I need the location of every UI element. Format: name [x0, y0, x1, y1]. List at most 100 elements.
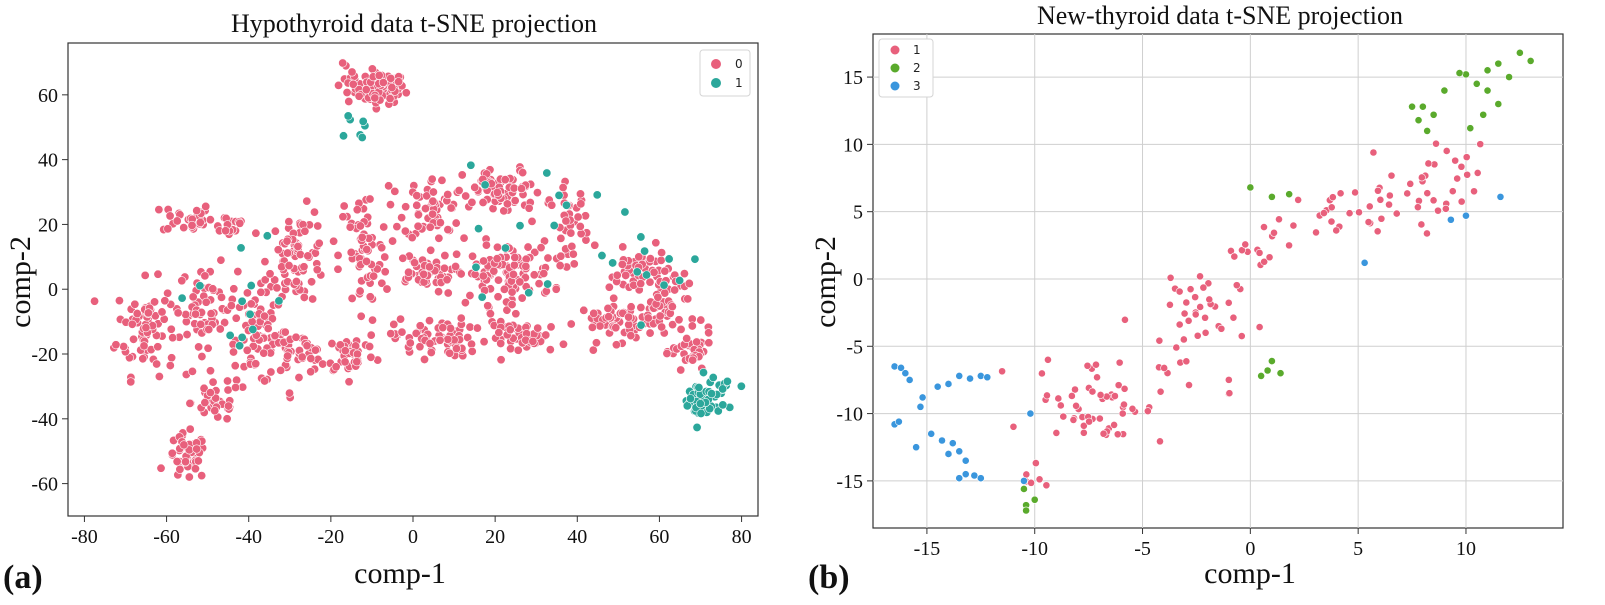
- scatter-point-class-0: [443, 288, 453, 298]
- scatter-point-class-0: [676, 365, 686, 375]
- scatter-point-class-0: [493, 275, 503, 285]
- scatter-point-class-1: [664, 254, 674, 264]
- scatter-point-class-0: [163, 288, 173, 298]
- scatter-point-class-0: [576, 199, 586, 209]
- scatter-point-class-1: [1201, 328, 1210, 337]
- scatter-point-class-0: [668, 320, 678, 330]
- scatter-point-class-1: [195, 281, 205, 291]
- scatter-point-class-0: [704, 338, 714, 348]
- scatter-point-class-2: [1466, 124, 1475, 133]
- scatter-point-class-1: [705, 404, 715, 414]
- scatter-point-class-0: [396, 314, 406, 324]
- scatter-point-class-0: [267, 314, 277, 324]
- scatter-point-class-0: [427, 174, 437, 184]
- scatter-point-class-1: [1172, 343, 1181, 352]
- scatter-point-class-1: [1184, 316, 1193, 325]
- scatter-point-class-0: [368, 315, 378, 325]
- scatter-point-class-2: [1423, 127, 1432, 135]
- x-tick-label: -10: [1021, 538, 1048, 560]
- scatter-point-class-0: [411, 328, 421, 338]
- scatter-point-class-1: [636, 320, 646, 330]
- scatter-point-class-1: [1095, 414, 1104, 423]
- scatter-point-class-2: [1462, 70, 1470, 79]
- scatter-point-class-0: [291, 332, 301, 342]
- scatter-point-class-0: [521, 261, 531, 271]
- scatter-point-class-2: [1515, 48, 1524, 57]
- scatter-point-class-1: [1434, 206, 1442, 215]
- scatter-point-class-1: [225, 330, 235, 340]
- scatter-point-class-0: [308, 294, 318, 304]
- scatter-point-class-0: [579, 305, 589, 315]
- scatter-point-class-0: [492, 242, 502, 252]
- scatter-point-class-3: [976, 474, 985, 483]
- scatter-point-class-0: [440, 251, 450, 261]
- scatter-point-class-0: [188, 292, 198, 302]
- scatter-point-class-0: [587, 322, 597, 332]
- scatter-point-class-1: [1182, 298, 1191, 307]
- scatter-point-class-1: [1227, 247, 1235, 255]
- scatter-point-class-0: [276, 365, 286, 375]
- scatter-point-class-0: [205, 388, 215, 398]
- scatter-point-class-0: [160, 296, 170, 306]
- scatter-point-class-0: [492, 254, 502, 264]
- y-tick-label: -40: [31, 409, 58, 431]
- scatter-point-class-0: [479, 256, 489, 266]
- scatter-point-class-0: [394, 77, 404, 87]
- scatter-point-class-0: [483, 301, 493, 311]
- scatter-point-class-0: [422, 191, 432, 201]
- chart-title: New-thyroid data t-SNE projection: [1037, 1, 1403, 30]
- scatter-point-class-0: [561, 216, 571, 226]
- scatter-point-class-0: [203, 343, 213, 353]
- scatter-point-class-0: [197, 352, 207, 362]
- scatter-point-class-0: [515, 277, 525, 287]
- scatter-point-class-0: [331, 362, 341, 372]
- x-tick-label: 20: [485, 526, 505, 548]
- scatter-point-class-0: [421, 204, 431, 214]
- scatter-point-class-0: [507, 287, 517, 297]
- scatter-point-class-0: [509, 183, 519, 193]
- scatter-point-class-0: [377, 243, 387, 253]
- scatter-point-class-0: [260, 275, 270, 285]
- scatter-point-class-3: [1446, 215, 1455, 224]
- scatter-point-class-0: [340, 357, 350, 367]
- scatter-point-class-3: [961, 456, 970, 465]
- scatter-point-class-3: [897, 363, 905, 372]
- scatter-point-class-1: [1423, 229, 1431, 238]
- scatter-point-class-0: [536, 243, 546, 253]
- scatter-point-class-0: [676, 324, 686, 334]
- scatter-point-class-0: [412, 191, 422, 201]
- scatter-point-class-1: [1175, 287, 1184, 296]
- scatter-point-class-2: [1408, 102, 1416, 111]
- scatter-point-class-0: [181, 309, 191, 319]
- scatter-point-class-0: [260, 257, 270, 267]
- scatter-point-class-0: [439, 263, 449, 273]
- scatter-point-class-0: [197, 471, 207, 481]
- scatter-point-class-1: [1265, 253, 1274, 262]
- scatter-point-class-0: [524, 203, 534, 213]
- scatter-point-class-0: [446, 203, 456, 213]
- scatter-point-class-1: [1473, 169, 1482, 177]
- scatter-point-class-0: [172, 457, 182, 467]
- scatter-point-class-0: [273, 245, 283, 255]
- scatter-point-class-1: [1071, 385, 1079, 394]
- scatter-point-class-1: [685, 394, 695, 404]
- scatter-point-class-0: [528, 336, 538, 346]
- scatter-point-class-0: [374, 70, 384, 80]
- scatter-point-class-0: [443, 334, 453, 344]
- x-tick-label: 0: [1245, 538, 1255, 560]
- scatter-point-class-1: [1069, 416, 1078, 424]
- scatter-point-class-0: [683, 294, 693, 304]
- scatter-point-class-0: [386, 329, 396, 339]
- scatter-point-class-0: [468, 251, 478, 261]
- scatter-point-class-0: [348, 79, 358, 89]
- scatter-point-class-0: [163, 224, 173, 234]
- scatter-point-class-1: [237, 332, 247, 342]
- scatter-point-class-1: [636, 232, 646, 242]
- scatter-point-class-2: [1285, 190, 1294, 199]
- scatter-point-class-0: [216, 255, 226, 265]
- scatter-point-class-0: [425, 222, 435, 232]
- scatter-point-class-0: [347, 67, 357, 77]
- scatter-point-class-0: [401, 88, 411, 98]
- scatter-point-class-1: [343, 111, 353, 121]
- scatter-point-class-0: [291, 276, 301, 286]
